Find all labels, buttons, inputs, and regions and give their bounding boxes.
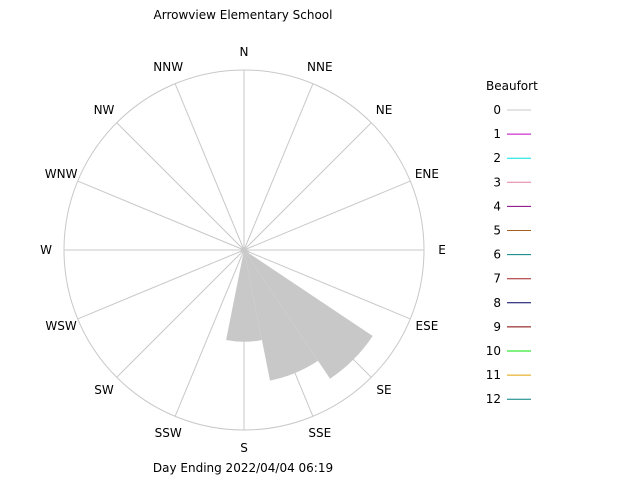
direction-label-w: W — [40, 243, 52, 257]
spoke-nnw — [174, 83, 245, 251]
legend-title: Beaufort — [486, 79, 538, 93]
direction-label-ssw: SSW — [155, 426, 182, 440]
legend-label-12: 12 — [486, 392, 501, 406]
direction-label-wsw: WSW — [45, 319, 76, 333]
direction-label-sw: SW — [94, 383, 114, 397]
direction-label-n: N — [240, 45, 249, 59]
direction-label-nne: NNE — [307, 60, 333, 74]
direction-label-sse: SSE — [308, 426, 331, 440]
direction-labels: N NNE NE ENE E ESE SE SSE S SSW SW WSW W WNW NW NNW — [40, 45, 446, 455]
legend-label-10: 10 — [486, 344, 501, 358]
spoke-nne — [243, 83, 314, 251]
direction-label-nnw: NNW — [153, 60, 183, 74]
petal-sse-b0 — [244, 250, 318, 381]
legend-label-4: 4 — [493, 199, 501, 213]
direction-label-ene: ENE — [415, 167, 439, 181]
direction-label-e: E — [438, 243, 446, 257]
spoke-ene — [243, 180, 411, 251]
legend-label-2: 2 — [493, 151, 501, 165]
legend-label-5: 5 — [493, 224, 501, 238]
chart-title: Arrowview Elementary School — [154, 8, 333, 22]
direction-label-s: S — [240, 441, 248, 455]
spoke-ssw — [174, 249, 245, 417]
legend-label-7: 7 — [493, 272, 501, 286]
petal-ese-b0 — [244, 250, 250, 253]
petal-se-b0 — [244, 250, 373, 379]
legend-label-3: 3 — [493, 175, 501, 189]
direction-label-nw: NW — [94, 103, 115, 117]
direction-label-wnw: WNW — [45, 167, 78, 181]
chart-footer: Day Ending 2022/04/04 06:19 — [153, 461, 333, 475]
legend-label-1: 1 — [493, 127, 501, 141]
legend-label-0: 0 — [493, 103, 501, 117]
petal-s-b0 — [226, 250, 262, 342]
spoke-sw — [116, 249, 245, 378]
direction-label-se: SE — [376, 383, 391, 397]
direction-label-ese: ESE — [416, 319, 439, 333]
spoke-nw — [116, 122, 245, 251]
legend-label-11: 11 — [486, 368, 501, 382]
legend-label-6: 6 — [493, 248, 501, 262]
spoke-wsw — [77, 249, 245, 320]
legend-label-9: 9 — [493, 320, 501, 334]
spoke-wnw — [77, 180, 245, 251]
spoke-ese — [243, 249, 411, 320]
direction-label-ne: NE — [376, 103, 393, 117]
spokes — [64, 70, 424, 430]
petals — [226, 250, 373, 381]
spoke-ne — [243, 122, 372, 251]
legend-label-8: 8 — [493, 296, 501, 310]
